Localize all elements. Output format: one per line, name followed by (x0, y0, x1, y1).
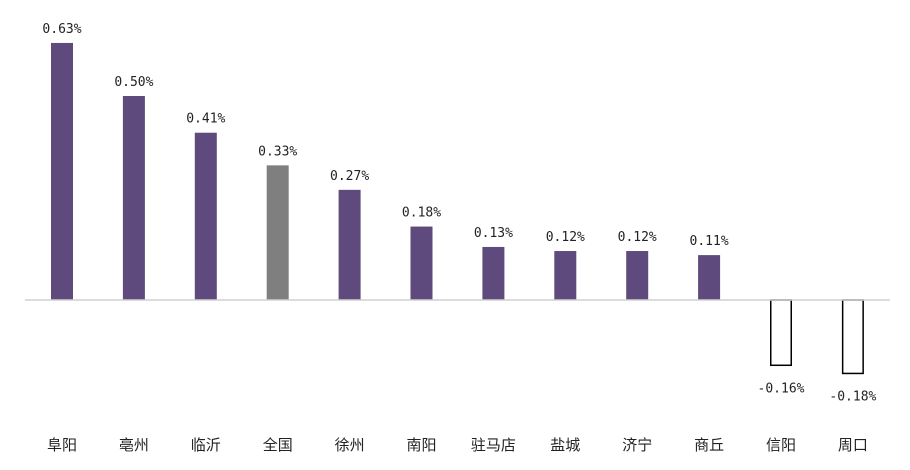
bar-9 (698, 255, 721, 300)
bar-6 (482, 246, 505, 300)
value-label-10: -0.16% (758, 381, 805, 396)
category-label-5: 南阳 (406, 436, 436, 454)
value-label-11: -0.18% (829, 389, 876, 404)
value-label-2: 0.41% (186, 112, 225, 127)
category-labels-group: 阜阳 亳州 临沂 全国 徐州 南阳 驻马店 盐城 济宁 商丘 信阳 周口 (47, 436, 868, 454)
value-label-1: 0.50% (114, 75, 153, 90)
value-label-8: 0.12% (618, 230, 657, 245)
bar-4 (338, 189, 361, 300)
bar-3 (266, 165, 289, 300)
category-label-9: 商丘 (694, 436, 724, 454)
value-label-5: 0.18% (402, 206, 441, 221)
category-label-3: 全国 (263, 436, 293, 454)
category-label-6: 驻马店 (471, 436, 516, 454)
value-label-0: 0.63% (42, 22, 81, 37)
category-label-0: 阜阳 (47, 436, 77, 454)
bar-11 (841, 299, 864, 375)
bar-1 (122, 96, 145, 300)
value-label-6: 0.13% (474, 226, 513, 241)
value-labels-group: 0.63% 0.50% 0.41% 0.33% 0.27% 0.18% 0.13% 0.12%… (42, 22, 876, 404)
value-label-3: 0.33% (258, 144, 297, 159)
value-label-7: 0.12% (546, 230, 585, 245)
category-label-8: 济宁 (622, 436, 652, 454)
category-label-10: 信阳 (766, 436, 796, 454)
category-label-7: 盐城 (550, 436, 580, 454)
bar-0 (51, 42, 73, 301)
category-label-2: 临沂 (191, 436, 221, 454)
bars-group (51, 42, 864, 375)
value-label-4: 0.27% (330, 169, 369, 184)
bar-10 (770, 299, 792, 367)
bar-2 (194, 132, 217, 300)
bar-5 (410, 226, 433, 300)
value-label-9: 0.11% (690, 234, 729, 249)
category-label-11: 周口 (838, 436, 868, 454)
category-label-4: 徐州 (335, 436, 365, 454)
bar-8 (626, 251, 649, 300)
bar-7 (554, 251, 577, 300)
category-label-1: 亳州 (119, 436, 149, 454)
